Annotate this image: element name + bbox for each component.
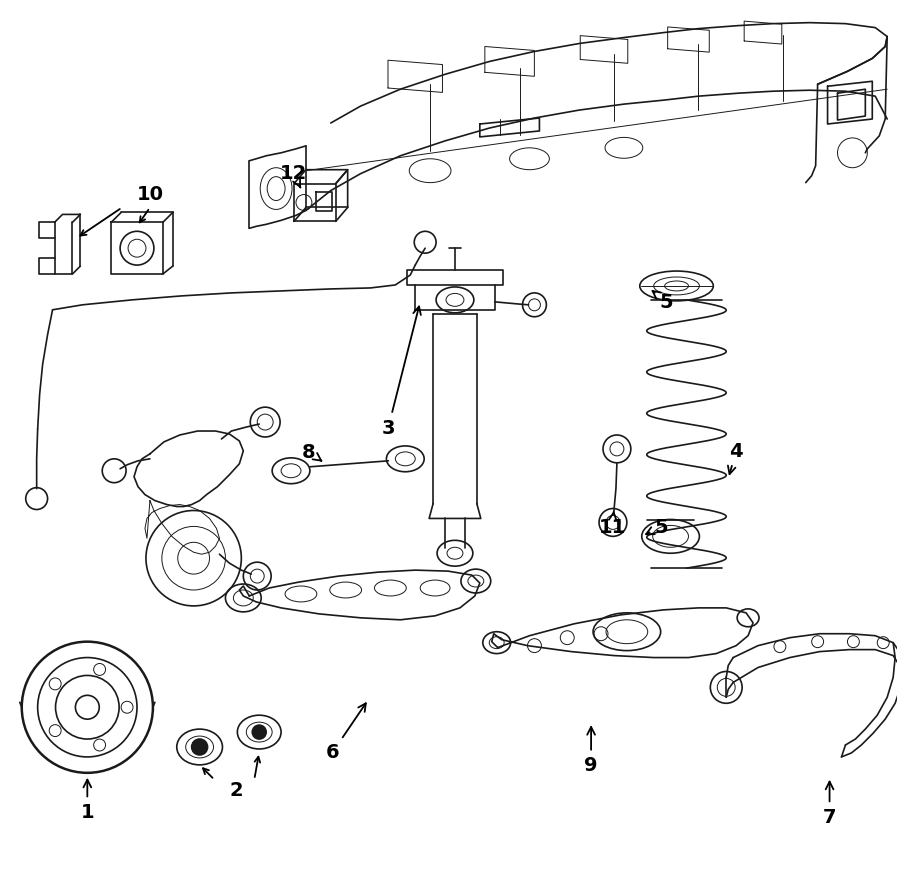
Text: 1: 1 <box>80 779 94 821</box>
Text: 4: 4 <box>728 441 743 474</box>
Circle shape <box>252 726 266 740</box>
Text: 5: 5 <box>652 292 673 312</box>
Text: 5: 5 <box>646 517 669 536</box>
Text: 7: 7 <box>823 782 836 826</box>
Text: 9: 9 <box>584 727 598 774</box>
Text: 6: 6 <box>326 703 365 761</box>
Text: 11: 11 <box>598 512 625 536</box>
Text: 12: 12 <box>279 164 307 189</box>
Text: 8: 8 <box>302 443 321 461</box>
Text: 10: 10 <box>137 185 164 204</box>
Text: 3: 3 <box>382 307 421 437</box>
Text: 2: 2 <box>230 780 243 799</box>
Circle shape <box>192 740 208 755</box>
